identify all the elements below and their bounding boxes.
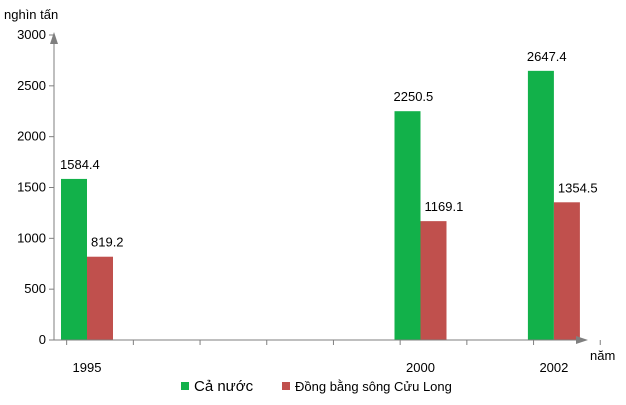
- bar-ca-nuoc-1995: [61, 178, 87, 340]
- x-tick-label: 1995: [73, 360, 102, 375]
- data-label: 1584.4: [60, 157, 100, 172]
- legend-label: Đồng bằng sông Cửu Long: [295, 379, 452, 394]
- data-labels: 1584.4 2250.5 2647.4 819.2 1169.1 1354.5: [60, 49, 598, 250]
- bar-dbscl-2002: [553, 202, 580, 340]
- y-tick-label: 2500: [17, 78, 46, 93]
- bar-dbscl-1995: [87, 256, 113, 340]
- data-label: 1354.5: [558, 180, 598, 195]
- y-tick-label: 1500: [17, 180, 46, 195]
- data-label: 819.2: [91, 235, 124, 250]
- legend-swatch: [181, 382, 189, 390]
- x-axis-ticks: 1995 2000 2002: [66, 340, 601, 375]
- y-tick-label: 3000: [17, 27, 46, 42]
- data-label: 2250.5: [394, 89, 434, 104]
- y-tick-label: 1000: [17, 230, 46, 245]
- data-label: 2647.4: [527, 49, 567, 64]
- x-axis-arrow: [576, 336, 588, 344]
- x-tick-label: 2002: [539, 360, 568, 375]
- x-axis-unit-label: năm: [590, 348, 615, 363]
- legend-swatch: [282, 382, 290, 390]
- y-axis-ticks: 0 500 1000 1500 2000 2500 3000: [17, 27, 54, 347]
- bar-ca-nuoc-2000: [394, 111, 421, 341]
- y-axis-unit-label: nghìn tấn: [4, 7, 58, 22]
- data-label: 1169.1: [425, 199, 464, 214]
- y-axis-arrow: [50, 32, 58, 44]
- legend-label: Cả nước: [194, 378, 254, 395]
- y-tick-label: 2000: [17, 129, 46, 144]
- legend: Cả nước Đồng bằng sông Cửu Long: [181, 378, 452, 395]
- bar-dbscl-2000: [420, 221, 447, 340]
- x-tick-label: 2000: [406, 360, 435, 375]
- y-tick-label: 500: [24, 281, 46, 296]
- bar-ca-nuoc-2002: [527, 70, 554, 341]
- y-tick-label: 0: [39, 332, 46, 347]
- bar-series: [61, 70, 580, 341]
